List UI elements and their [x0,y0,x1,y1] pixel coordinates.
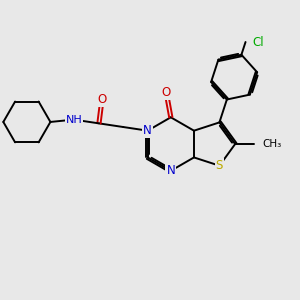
Text: S: S [216,159,223,172]
Text: O: O [162,86,171,99]
Text: N: N [143,124,152,137]
Text: Cl: Cl [252,35,264,49]
Text: N: N [167,164,175,177]
Text: CH₃: CH₃ [263,139,282,149]
Text: NH: NH [65,115,82,124]
Text: O: O [97,93,106,106]
